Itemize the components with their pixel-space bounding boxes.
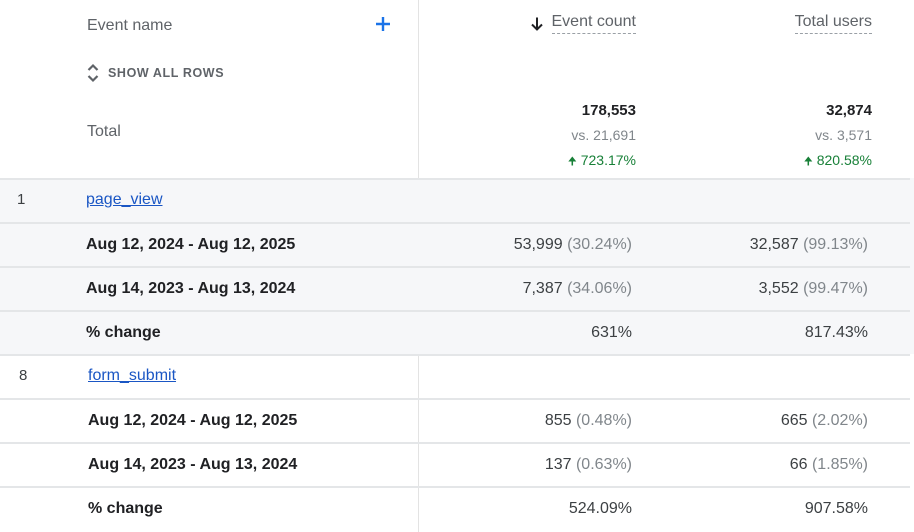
event-count-value: 7,387 [522, 280, 563, 297]
date-range-label: Aug 12, 2024 - Aug 12, 2025 [86, 236, 296, 253]
table-row: % change 524.09% 907.58% [0, 486, 910, 530]
event-count-total-vs: vs. 21,691 [571, 127, 636, 143]
event-row: 1 page_view [0, 178, 910, 222]
users-pct: (1.85%) [811, 456, 868, 473]
unfold-more-icon [87, 63, 99, 83]
table-row: Aug 12, 2024 - Aug 12, 2025 53,999 (30.2… [0, 222, 910, 266]
users-cell: 32,587 (99.13%) [750, 236, 868, 254]
users-cell: 3,552 (99.47%) [759, 280, 868, 298]
event-count-cell: 137 (0.63%) [545, 456, 632, 474]
show-all-rows-label: SHOW ALL ROWS [108, 66, 225, 80]
change-label: % change [88, 500, 163, 517]
show-all-rows-button[interactable]: SHOW ALL ROWS [86, 62, 224, 84]
event-group-page-view: 1 page_view Aug 12, 2024 - Aug 12, 2025 … [0, 178, 914, 354]
dimension-header[interactable]: Event name [87, 17, 173, 34]
users-pct: (2.02%) [811, 412, 868, 429]
total-users-total: 32,874 vs. 3,571 🠉 820.58% [804, 99, 872, 175]
row-rank: 8 [19, 367, 28, 384]
event-count-header[interactable]: Event count [529, 13, 636, 34]
event-count-total: 178,553 vs. 21,691 🠉 723.17% [568, 99, 636, 175]
total-label: Total [87, 123, 121, 140]
total-users-total-change: 🠉 820.58% [804, 148, 872, 175]
table-header: Event name SHOW ALL ROWS Total Event cou… [0, 0, 914, 178]
row-rank: 1 [17, 191, 26, 208]
table-row: Aug 14, 2023 - Aug 13, 2024 137 (0.63%) … [0, 442, 910, 486]
date-range-label: Aug 14, 2023 - Aug 13, 2024 [88, 456, 298, 473]
total-users-header[interactable]: Total users [794, 13, 872, 34]
arrow-up-icon: 🠉 [803, 156, 813, 168]
total-users-change-value: 820.58% [816, 152, 872, 168]
total-users-header-label: Total users [794, 13, 872, 34]
event-count-pct: (34.06%) [567, 280, 632, 297]
users-value: 3,552 [758, 280, 799, 297]
event-group-form-submit: 8 form_submit Aug 12, 2024 - Aug 12, 202… [0, 354, 914, 530]
users-value: 66 [789, 456, 808, 473]
event-count-change-cell: 524.09% [568, 500, 632, 517]
event-count-total-change: 🠉 723.17% [568, 148, 636, 175]
event-link-form-submit[interactable]: form_submit [88, 367, 177, 384]
users-pct: (99.47%) [803, 280, 868, 297]
add-dimension-button[interactable] [372, 13, 394, 35]
plus-icon [376, 17, 390, 31]
event-count-pct: (30.24%) [567, 236, 632, 253]
event-count-change-value: 723.17% [580, 152, 636, 168]
total-users-total-value: 32,874 [826, 102, 872, 119]
users-change-cell: 907.58% [804, 500, 868, 517]
event-count-header-label: Event count [551, 13, 636, 34]
table-row: Aug 12, 2024 - Aug 12, 2025 855 (0.48%) … [0, 398, 910, 442]
table-row: Aug 14, 2023 - Aug 13, 2024 7,387 (34.06… [0, 266, 910, 310]
event-count-value: 137 [544, 456, 572, 473]
table-row: % change 631% 817.43% [0, 310, 910, 354]
event-row: 8 form_submit [0, 354, 910, 398]
users-value: 665 [780, 412, 808, 429]
total-users-total-vs: vs. 3,571 [815, 127, 872, 143]
users-cell: 66 (1.85%) [790, 456, 868, 474]
event-count-value: 855 [544, 412, 572, 429]
event-count-pct: (0.63%) [575, 456, 632, 473]
date-range-label: Aug 12, 2024 - Aug 12, 2025 [88, 412, 298, 429]
event-count-value: 53,999 [513, 236, 563, 253]
arrow-up-icon: 🠉 [567, 156, 577, 168]
users-change-cell: 817.43% [804, 324, 868, 341]
event-count-change-cell: 631% [591, 324, 632, 341]
event-count-pct: (0.48%) [575, 412, 632, 429]
arrow-down-icon [530, 17, 543, 31]
event-count-total-value: 178,553 [581, 102, 636, 119]
users-value: 32,587 [749, 236, 799, 253]
users-pct: (99.13%) [803, 236, 868, 253]
event-count-cell: 855 (0.48%) [545, 412, 632, 430]
event-count-cell: 53,999 (30.24%) [514, 236, 632, 254]
users-cell: 665 (2.02%) [781, 412, 868, 430]
event-count-cell: 7,387 (34.06%) [523, 280, 632, 298]
change-label: % change [86, 324, 161, 341]
event-link-page-view[interactable]: page_view [86, 191, 163, 208]
date-range-label: Aug 14, 2023 - Aug 13, 2024 [86, 280, 296, 297]
